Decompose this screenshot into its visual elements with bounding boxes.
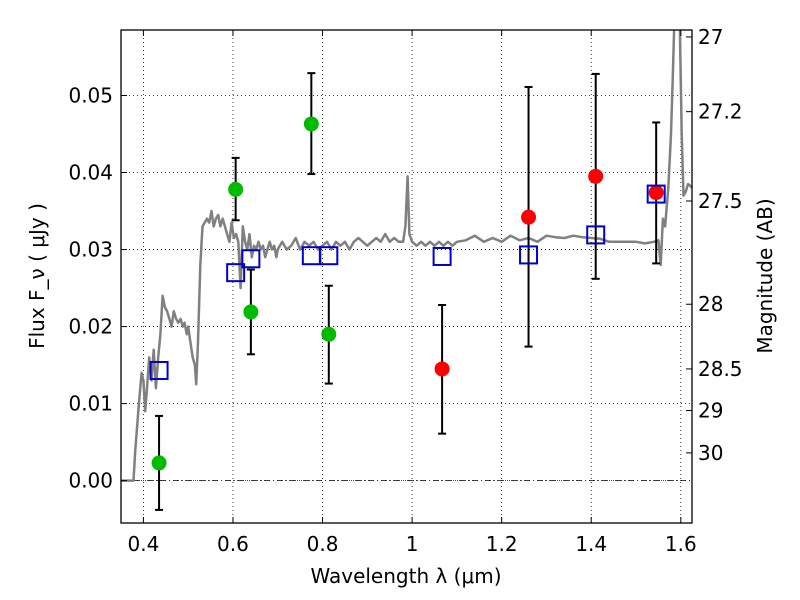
x-tick-label: 1.6 — [665, 532, 697, 556]
y2-tick-label: 30 — [698, 441, 723, 465]
red-data-point — [434, 361, 450, 377]
y-tick-label: 0.05 — [68, 83, 113, 107]
y2-tick-label: 29 — [698, 399, 723, 423]
model-spectrum-tail — [678, 29, 693, 197]
x-tick-label: 0.8 — [307, 532, 339, 556]
model-photometry-square — [319, 246, 339, 266]
model-photometry-square — [432, 246, 452, 266]
y-tick-label: 0.04 — [68, 161, 113, 185]
green-data-point — [151, 455, 167, 471]
model-photometry-square — [149, 360, 169, 380]
model-photometry-square — [241, 249, 261, 269]
data-markers-layer — [149, 72, 666, 511]
y2-tick-label: 27.5 — [698, 189, 743, 213]
model-spectrum-line — [121, 29, 676, 482]
model-photometry-square — [226, 263, 246, 283]
red-data-point — [521, 209, 537, 225]
grid-lines — [121, 30, 692, 523]
y-tick-label: 0.00 — [68, 469, 113, 493]
x-tick-label: 0.6 — [217, 532, 249, 556]
x-tick-label: 0.4 — [127, 532, 159, 556]
x-tick-label: 1 — [406, 532, 419, 556]
y-axis-label: Flux F_ν ( μJy ) — [25, 203, 49, 349]
y-tick-label: 0.03 — [68, 238, 113, 262]
model-photometry-square — [519, 245, 539, 265]
y2-tick-label: 27.2 — [698, 100, 743, 124]
green-data-point — [228, 181, 244, 197]
x-axis-label: Wavelength λ (μm) — [310, 564, 501, 588]
green-data-point — [303, 116, 319, 132]
tick-labels: 0.4 0.6 0.8 1 1.2 1.4 1.6 0.00 0.01 0.02 0.03 0.04 0… — [68, 25, 742, 556]
red-data-point — [588, 168, 604, 184]
x-tick-label: 1.2 — [486, 532, 518, 556]
y2-tick-label: 28 — [698, 292, 723, 316]
model-photometry-square — [646, 184, 666, 204]
y-tick-label: 0.02 — [68, 315, 113, 339]
x-tick-label: 1.4 — [575, 532, 607, 556]
y-tick-label: 0.01 — [68, 392, 113, 416]
model-spectrum-layer — [121, 29, 693, 482]
y2-tick-label: 27 — [698, 25, 723, 49]
green-data-point — [243, 304, 259, 320]
green-data-point — [321, 326, 337, 342]
plot-frame — [120, 29, 693, 524]
y2-axis-label: Magnitude (AB) — [753, 198, 777, 353]
axis-ticks — [121, 30, 692, 523]
red-data-point — [648, 185, 664, 201]
model-photometry-square — [586, 225, 606, 245]
y2-tick-label: 28.5 — [698, 357, 743, 381]
